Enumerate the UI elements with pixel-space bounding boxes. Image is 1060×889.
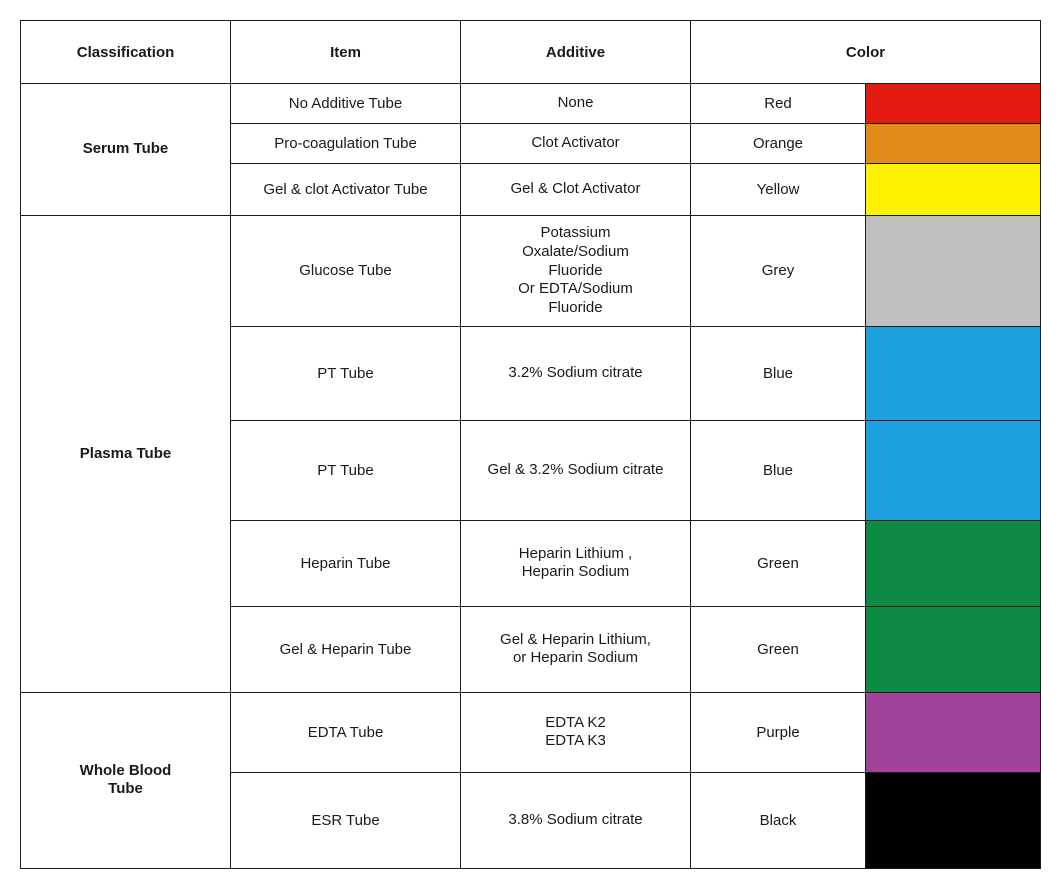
color-name-cell: Grey	[691, 216, 866, 327]
table-row: Plasma TubeGlucose TubePotassium Oxalate…	[21, 216, 1041, 327]
table-body: Serum TubeNo Additive TubeNoneRedPro-coa…	[21, 84, 1041, 869]
color-swatch-cell	[866, 164, 1041, 216]
tube-classification-table: Classification Item Additive Color Serum…	[20, 20, 1041, 869]
color-swatch-cell	[866, 326, 1041, 420]
additive-cell: Heparin Lithium , Heparin Sodium	[461, 520, 691, 606]
color-name-cell: Red	[691, 84, 866, 124]
col-additive: Additive	[461, 21, 691, 84]
additive-cell: Gel & Heparin Lithium, or Heparin Sodium	[461, 606, 691, 692]
item-cell: No Additive Tube	[231, 84, 461, 124]
item-cell: PT Tube	[231, 326, 461, 420]
classification-cell: Plasma Tube	[21, 216, 231, 693]
color-name-cell: Green	[691, 520, 866, 606]
table-row: Serum TubeNo Additive TubeNoneRed	[21, 84, 1041, 124]
color-swatch-cell	[866, 124, 1041, 164]
color-swatch-cell	[866, 772, 1041, 868]
additive-cell: 3.8% Sodium citrate	[461, 772, 691, 868]
color-swatch-cell	[866, 216, 1041, 327]
color-name-cell: Blue	[691, 326, 866, 420]
additive-cell: Gel & Clot Activator	[461, 164, 691, 216]
table-row: Whole Blood TubeEDTA TubeEDTA K2 EDTA K3…	[21, 692, 1041, 772]
additive-cell: Potassium Oxalate/Sodium Fluoride Or EDT…	[461, 216, 691, 327]
item-cell: ESR Tube	[231, 772, 461, 868]
item-cell: PT Tube	[231, 420, 461, 520]
col-item: Item	[231, 21, 461, 84]
item-cell: Heparin Tube	[231, 520, 461, 606]
additive-cell: EDTA K2 EDTA K3	[461, 692, 691, 772]
color-name-cell: Purple	[691, 692, 866, 772]
classification-cell: Whole Blood Tube	[21, 692, 231, 868]
item-cell: Glucose Tube	[231, 216, 461, 327]
color-name-cell: Orange	[691, 124, 866, 164]
item-cell: Pro-coagulation Tube	[231, 124, 461, 164]
classification-cell: Serum Tube	[21, 84, 231, 216]
color-name-cell: Yellow	[691, 164, 866, 216]
color-name-cell: Black	[691, 772, 866, 868]
item-cell: EDTA Tube	[231, 692, 461, 772]
color-swatch-cell	[866, 606, 1041, 692]
additive-cell: None	[461, 84, 691, 124]
color-swatch-cell	[866, 84, 1041, 124]
col-classification: Classification	[21, 21, 231, 84]
col-color: Color	[691, 21, 1041, 84]
item-cell: Gel & Heparin Tube	[231, 606, 461, 692]
color-swatch-cell	[866, 520, 1041, 606]
additive-cell: Gel & 3.2% Sodium citrate	[461, 420, 691, 520]
color-name-cell: Green	[691, 606, 866, 692]
item-cell: Gel & clot Activator Tube	[231, 164, 461, 216]
table-header-row: Classification Item Additive Color	[21, 21, 1041, 84]
color-name-cell: Blue	[691, 420, 866, 520]
color-swatch-cell	[866, 692, 1041, 772]
additive-cell: 3.2% Sodium citrate	[461, 326, 691, 420]
additive-cell: Clot Activator	[461, 124, 691, 164]
color-swatch-cell	[866, 420, 1041, 520]
